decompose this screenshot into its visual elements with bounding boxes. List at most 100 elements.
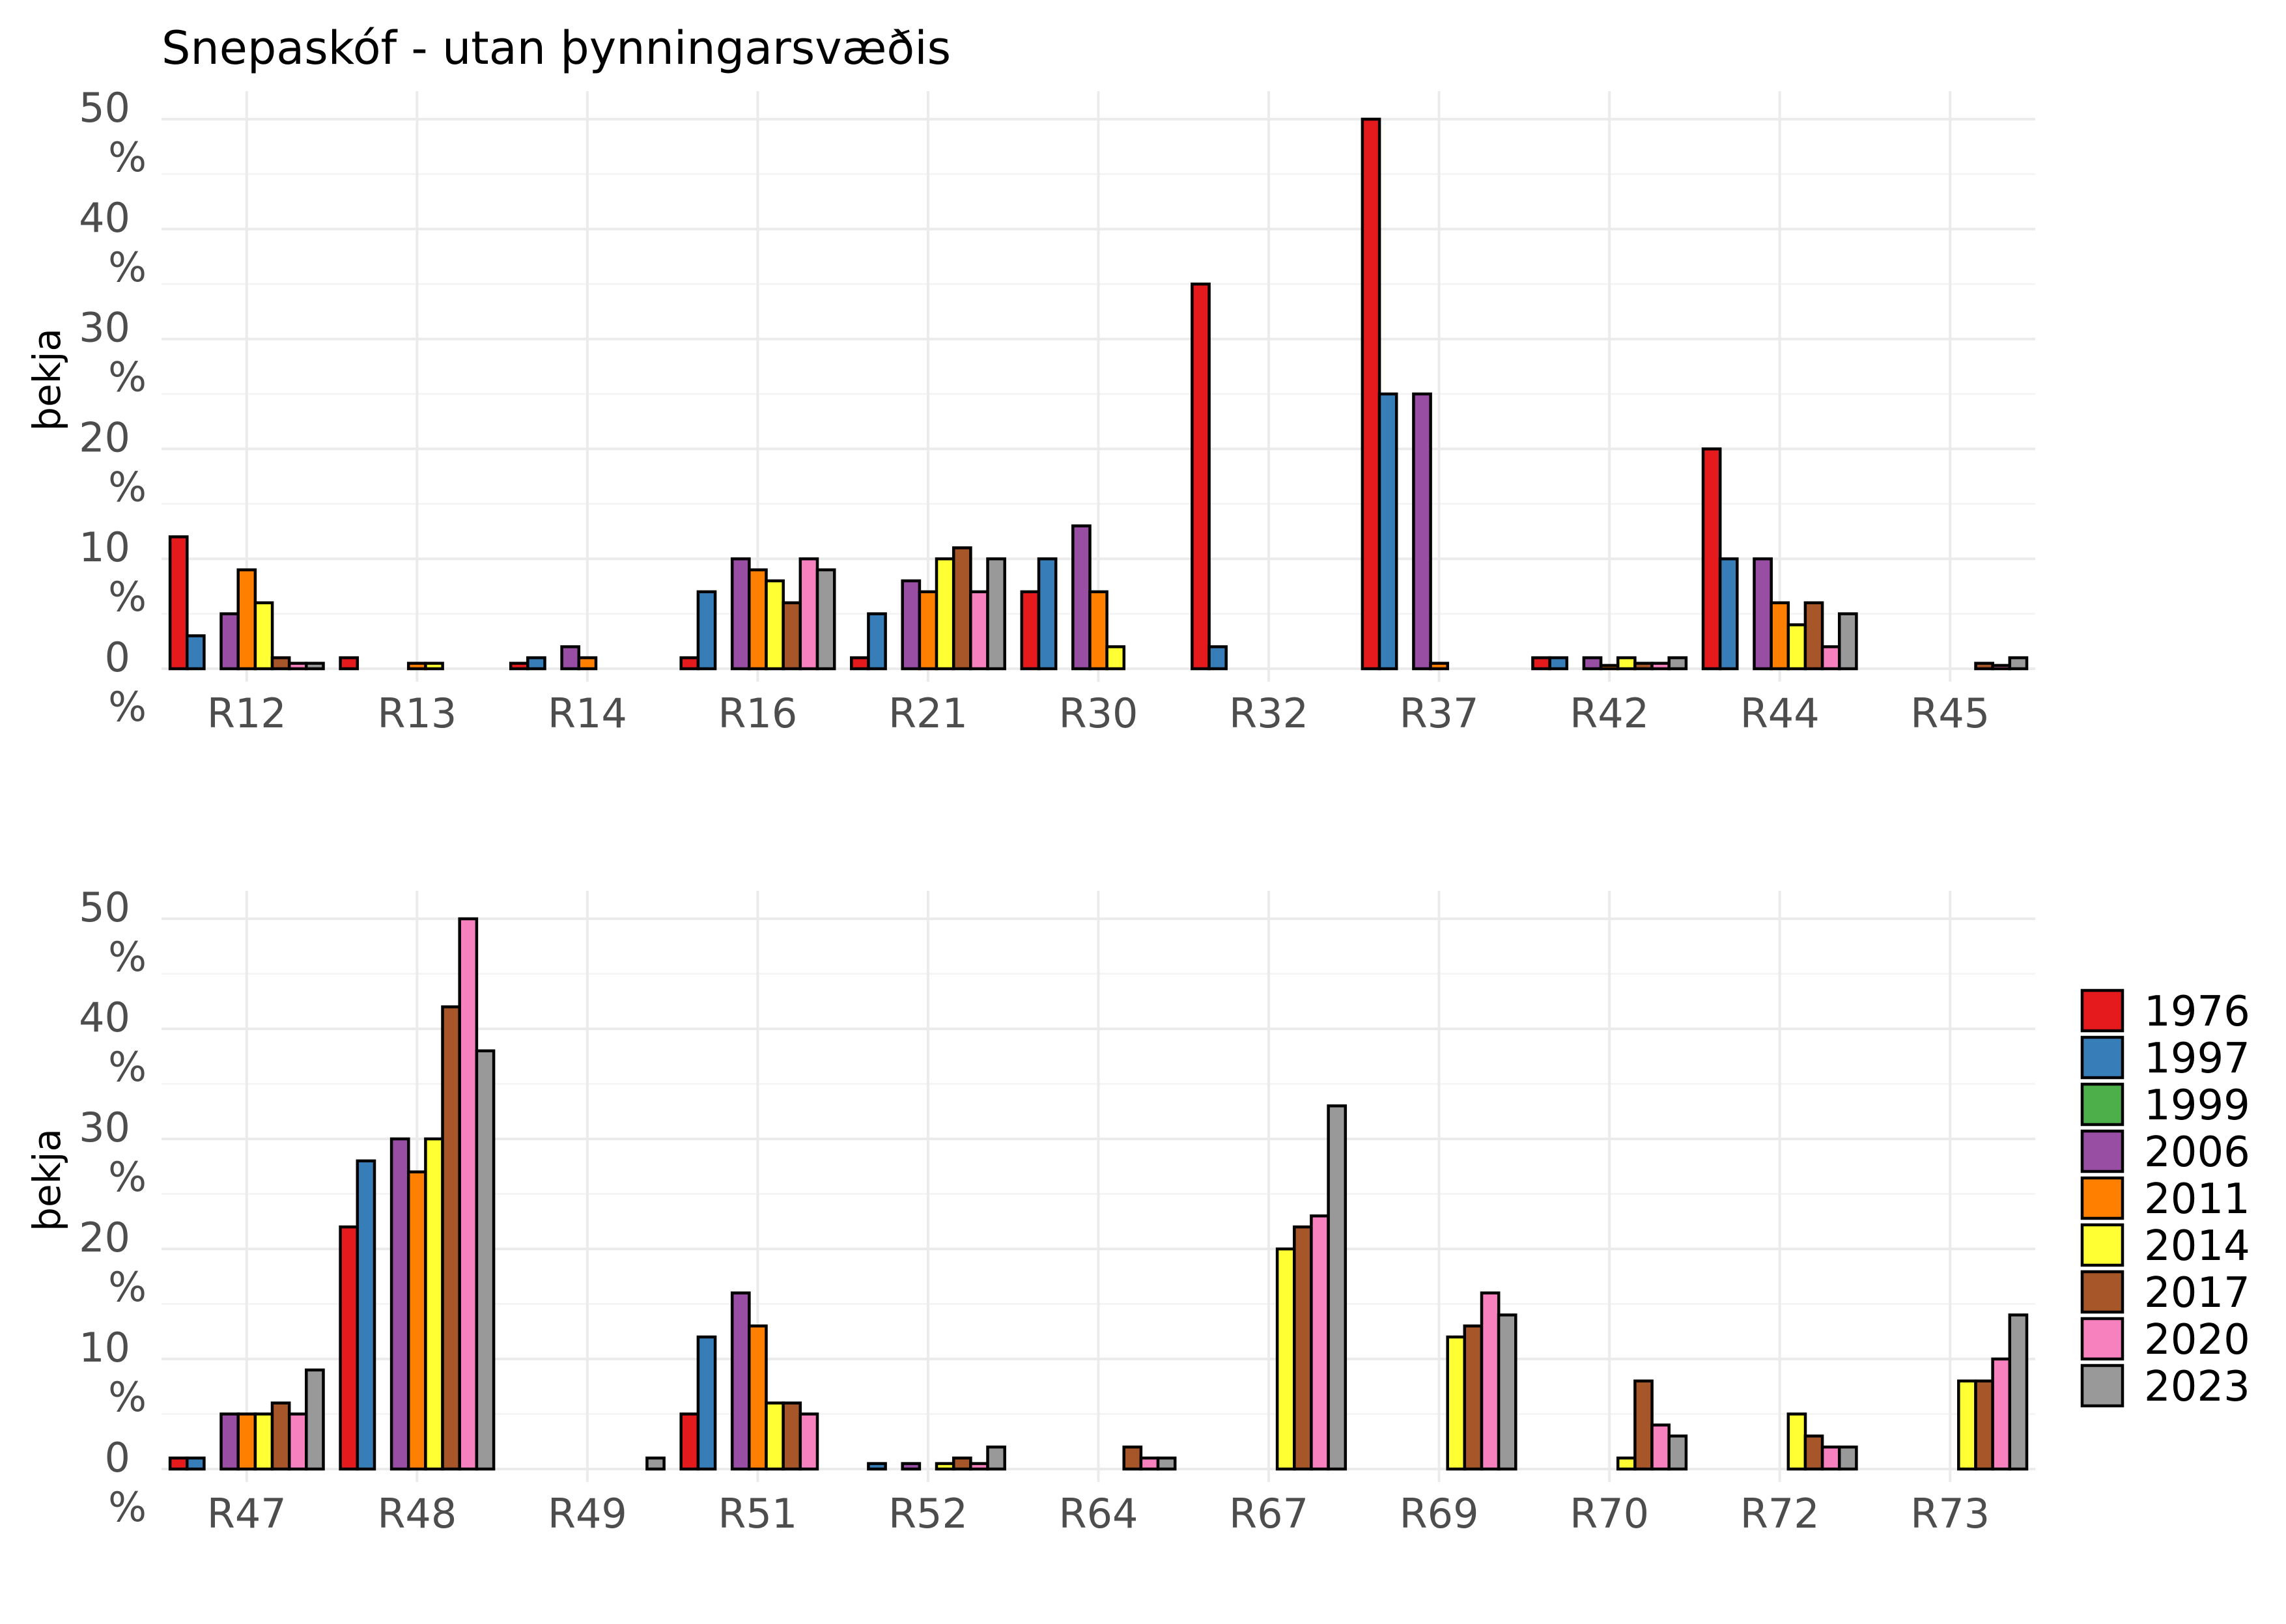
bar-R51-2006	[730, 1291, 751, 1471]
bar-R42-2006	[1582, 656, 1603, 671]
bar-R67-2020	[1310, 1214, 1330, 1471]
bar-R44-2023	[1837, 612, 1858, 671]
bar-R51-2020	[798, 1412, 819, 1471]
bar-R67-2014	[1275, 1247, 1296, 1471]
bar-R16-2023	[815, 568, 836, 671]
legend-label: 2020	[2144, 1316, 2250, 1364]
bar-R48-1976	[339, 1225, 360, 1471]
bar-R52-2020	[969, 1462, 989, 1471]
bar-R21-2006	[901, 579, 922, 671]
y-tick-label: 30	[79, 304, 130, 352]
bar-R52-2023	[986, 1445, 1006, 1471]
bar-R42-2011	[1599, 664, 1620, 671]
legend-swatch-1976	[2080, 988, 2124, 1033]
bar-R47-2011	[236, 1412, 257, 1471]
bar-R44-2020	[1820, 645, 1841, 671]
legend-label: 1999	[2144, 1082, 2250, 1130]
bar-R52-2017	[952, 1456, 972, 1471]
bar-R70-2014	[1616, 1456, 1637, 1471]
bar-R13-1976	[339, 656, 360, 671]
bar-R70-2017	[1633, 1379, 1654, 1471]
legend-swatch-2023	[2080, 1364, 2124, 1408]
bar-R72-2020	[1820, 1445, 1841, 1471]
x-tick-label: R49	[548, 1490, 627, 1537]
bar-R42-2014	[1616, 656, 1637, 671]
bar-R44-2011	[1770, 601, 1790, 671]
y-tick-label-unit: %	[108, 1483, 147, 1531]
legend-label: 2011	[2144, 1175, 2250, 1224]
bar-R48-2023	[475, 1049, 496, 1471]
x-tick-label: R45	[1910, 690, 1990, 737]
bar-R45-2023	[2008, 656, 2029, 671]
bar-R52-2014	[935, 1462, 955, 1471]
bar-R44-2014	[1786, 623, 1807, 671]
y-tick-label-unit: %	[108, 1043, 147, 1091]
bar-R48-2017	[441, 1005, 461, 1471]
bar-R69-2023	[1497, 1313, 1517, 1471]
bar-R37-1976	[1361, 117, 1381, 671]
bar-R14-1997	[526, 656, 546, 671]
bar-R69-2017	[1463, 1324, 1484, 1471]
bar-R49-2023	[645, 1456, 666, 1471]
bar-R14-1976	[509, 662, 529, 671]
x-tick-label: R44	[1740, 690, 1820, 737]
y-tick-label-unit: %	[108, 463, 147, 511]
bar-R21-2023	[986, 557, 1006, 671]
bar-R16-1997	[696, 590, 717, 671]
bar-R42-2017	[1633, 662, 1654, 671]
bar-R32-1976	[1191, 282, 1211, 671]
bar-R12-1997	[185, 634, 206, 671]
y-tick-label: 50	[79, 884, 130, 931]
y-tick-label: 10	[79, 1324, 130, 1371]
y-tick-label: 20	[79, 1214, 130, 1261]
chart-panel-2: 0%10%20%30%40%50%R47 R48 R49 R51 R52 R64 R67 R6…	[25, 884, 2035, 1537]
x-tick-label: R14	[548, 690, 627, 737]
bar-R42-2020	[1650, 662, 1671, 671]
bar-R30-1997	[1037, 557, 1058, 671]
bar-R42-2023	[1667, 656, 1688, 671]
legend-swatch-2017	[2080, 1270, 2124, 1314]
bar-R30-2006	[1071, 524, 1092, 671]
bar-R21-2017	[952, 546, 972, 671]
bar-R47-2006	[219, 1412, 240, 1471]
legend-label: 1976	[2144, 988, 2250, 1036]
bar-R42-1997	[1548, 656, 1569, 671]
bar-R67-2023	[1327, 1104, 1348, 1471]
legend-label: 1997	[2144, 1035, 2250, 1083]
bar-R64-2017	[1122, 1445, 1143, 1471]
x-tick-label: R13	[377, 690, 457, 737]
x-tick-label: R72	[1740, 1490, 1820, 1537]
bar-R73-2014	[1957, 1379, 1977, 1471]
bar-R70-2023	[1667, 1435, 1688, 1471]
bar-R30-1976	[1020, 590, 1041, 671]
bar-R47-2017	[270, 1401, 291, 1471]
bar-R51-2011	[748, 1324, 768, 1471]
y-tick-label-unit: %	[108, 133, 147, 181]
bar-R13-2011	[406, 662, 427, 671]
y-tick-label: 40	[79, 994, 130, 1041]
bar-R30-2014	[1105, 645, 1126, 671]
y-tick-label: 0	[105, 1434, 130, 1481]
chart-panel-1: 0%10%20%30%40%50%R12 R13 R14 R16 R21 R30 R32 R3…	[25, 21, 2035, 737]
bar-R64-2020	[1139, 1456, 1160, 1471]
x-tick-label: R42	[1570, 690, 1649, 737]
x-tick-label: R73	[1910, 1490, 1990, 1537]
x-tick-label: R21	[888, 690, 968, 737]
bar-R37-2006	[1412, 392, 1432, 671]
y-tick-label: 40	[79, 194, 130, 242]
legend-label: 2023	[2144, 1363, 2250, 1411]
bar-R21-2020	[969, 590, 989, 671]
bar-R13-2014	[424, 662, 444, 671]
bar-R48-2020	[458, 917, 479, 1471]
bar-R16-2011	[748, 568, 768, 671]
bar-R21-2014	[935, 557, 955, 671]
x-tick-label: R52	[888, 1490, 968, 1537]
bar-R44-2017	[1803, 601, 1824, 671]
legend-label: 2017	[2144, 1269, 2250, 1317]
bar-R52-1997	[867, 1462, 887, 1471]
bar-R47-2023	[305, 1368, 325, 1471]
y-tick-label-unit: %	[108, 244, 147, 291]
bar-R51-1976	[679, 1412, 700, 1471]
bar-R51-2014	[765, 1401, 785, 1471]
